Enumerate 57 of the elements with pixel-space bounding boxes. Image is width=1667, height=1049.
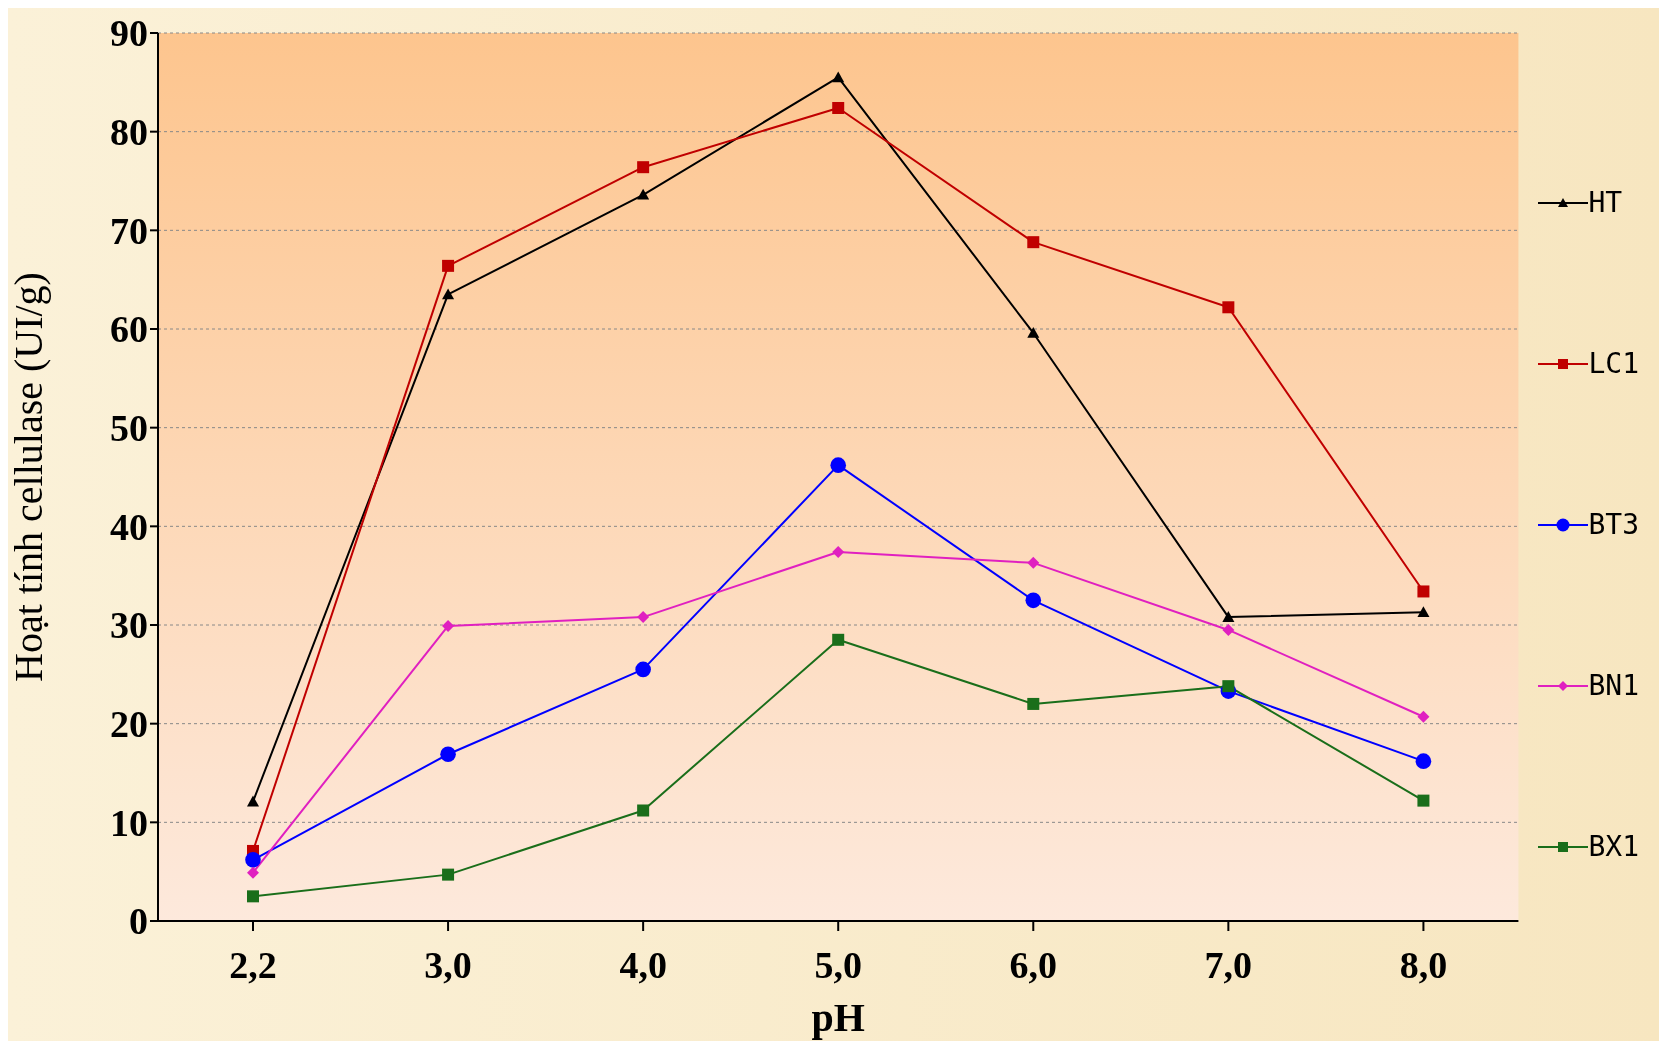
y-tick-label: 90 xyxy=(110,12,148,55)
x-axis-title: pH xyxy=(811,995,865,1040)
point xyxy=(635,661,651,678)
point xyxy=(1027,326,1040,338)
legend-label: BT3 xyxy=(1588,508,1639,541)
legend-label: BX1 xyxy=(1588,830,1639,863)
point xyxy=(1222,680,1235,693)
point xyxy=(442,868,455,881)
point xyxy=(1417,710,1430,723)
legend-label: BN1 xyxy=(1588,669,1639,702)
point xyxy=(832,545,845,558)
point xyxy=(442,288,455,300)
x-tick-label: 8,0 xyxy=(1399,943,1448,986)
point xyxy=(637,611,650,624)
point xyxy=(1415,753,1432,769)
point xyxy=(1417,794,1430,807)
point xyxy=(637,188,650,200)
point xyxy=(440,746,456,763)
point xyxy=(1027,697,1040,710)
y-tick-label: 80 xyxy=(110,111,148,154)
point xyxy=(1222,611,1235,622)
point xyxy=(247,890,259,903)
x-tick-label: 6,0 xyxy=(1009,943,1058,986)
y-tick-label: 20 xyxy=(110,703,148,746)
point xyxy=(247,866,259,879)
y-tick-label: 50 xyxy=(110,407,148,450)
x-tick-label: 3,0 xyxy=(424,943,472,986)
point xyxy=(832,101,845,114)
point xyxy=(1025,592,1042,609)
point xyxy=(442,619,455,632)
x-tick-label: 7,0 xyxy=(1204,943,1253,986)
x-tick-label: 4,0 xyxy=(619,943,667,986)
point xyxy=(1027,556,1040,569)
y-tick-label: 0 xyxy=(129,900,148,943)
y-axis-title: Hoạt tính cellulase (UI/g) xyxy=(6,272,52,682)
x-tick-label: 5,0 xyxy=(814,943,862,986)
point xyxy=(245,852,261,868)
y-tick-label: 30 xyxy=(110,604,148,647)
point xyxy=(637,161,650,174)
point xyxy=(1222,301,1235,314)
point xyxy=(1222,623,1235,636)
point xyxy=(1027,236,1040,249)
point xyxy=(637,804,650,817)
legend-label: LC1 xyxy=(1588,347,1639,380)
y-tick-label: 70 xyxy=(110,209,148,252)
point xyxy=(832,71,845,83)
point xyxy=(442,259,455,272)
y-tick-label: 40 xyxy=(110,505,148,548)
point xyxy=(1417,585,1430,598)
legend-label: HT xyxy=(1588,186,1623,219)
point xyxy=(1417,606,1430,617)
x-tick-label: 2,2 xyxy=(229,943,277,986)
y-tick-label: 10 xyxy=(110,801,148,844)
point xyxy=(830,457,847,473)
point xyxy=(832,633,845,646)
point xyxy=(247,795,259,807)
y-tick-label: 60 xyxy=(110,308,148,351)
